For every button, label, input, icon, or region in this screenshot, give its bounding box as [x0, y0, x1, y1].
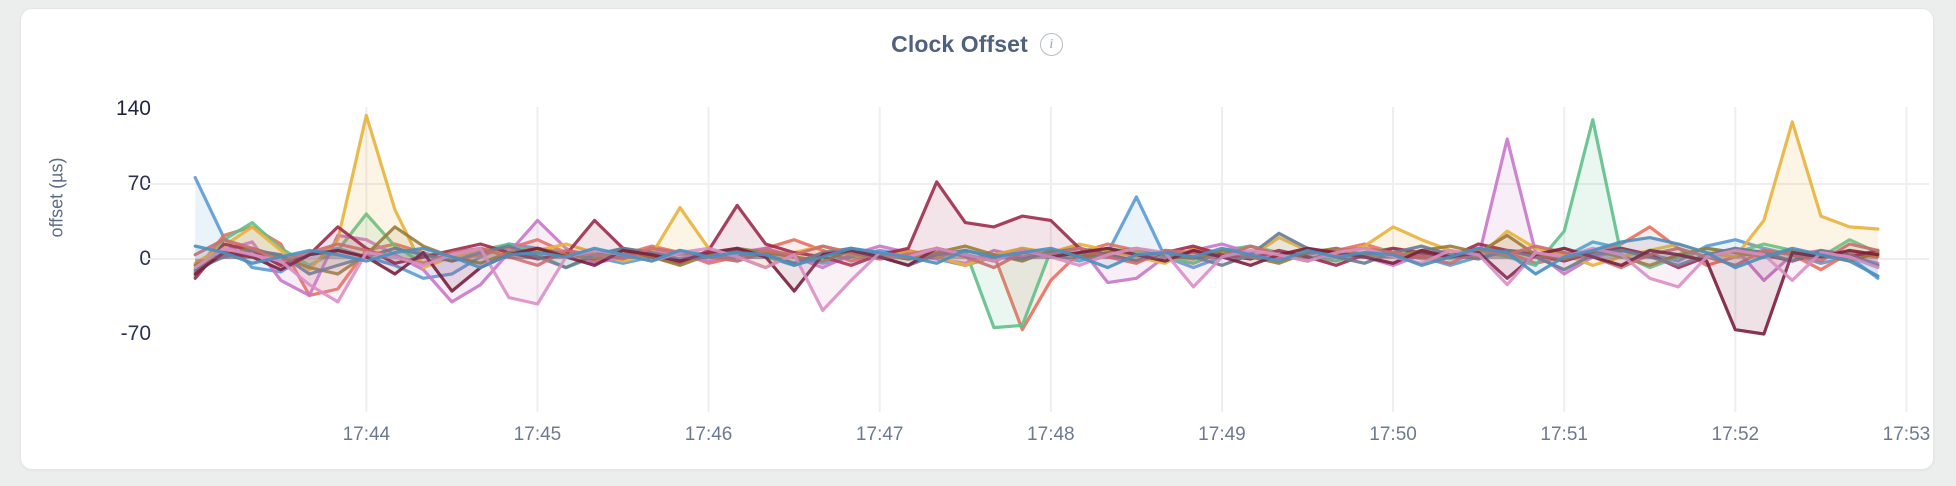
y-tick-label: 140 [115, 97, 151, 120]
series-area [195, 177, 1878, 279]
y-tick-label: 70 [127, 172, 151, 195]
x-tick-label: 17:52 [1711, 424, 1760, 445]
series-area [195, 248, 1878, 311]
x-tick-label: 17:48 [1027, 424, 1075, 445]
x-tick-label: 17:45 [513, 424, 562, 445]
x-tick-label: 17:49 [1198, 424, 1246, 445]
info-icon[interactable]: i [1039, 33, 1063, 56]
y-tick-label: -70 [120, 322, 151, 345]
page-title: Clock Offset [891, 31, 1028, 57]
clock-offset-card: Clock Offset i offset (µs) 140700-70 17:… [20, 8, 1934, 470]
series-area [195, 237, 1878, 277]
series-line[interactable] [193, 236, 1880, 278]
x-tick-label: 17:50 [1369, 424, 1417, 445]
chart-plot-area[interactable]: offset (µs) 140700-70 17:4417:4517:4617:… [21, 9, 1933, 469]
x-tick-label: 17:51 [1540, 424, 1588, 445]
x-tick-label: 17:46 [684, 424, 733, 445]
series-area [195, 226, 1878, 330]
x-tick-label: 17:44 [342, 424, 391, 445]
clock-offset-line-chart[interactable] [21, 9, 1935, 471]
x-tick-label: 17:53 [1882, 424, 1931, 445]
card-header: Clock Offset i [21, 31, 1933, 58]
x-tick-label: 17:47 [855, 424, 904, 445]
series-line[interactable] [193, 231, 1880, 276]
series-line[interactable] [193, 118, 1880, 330]
